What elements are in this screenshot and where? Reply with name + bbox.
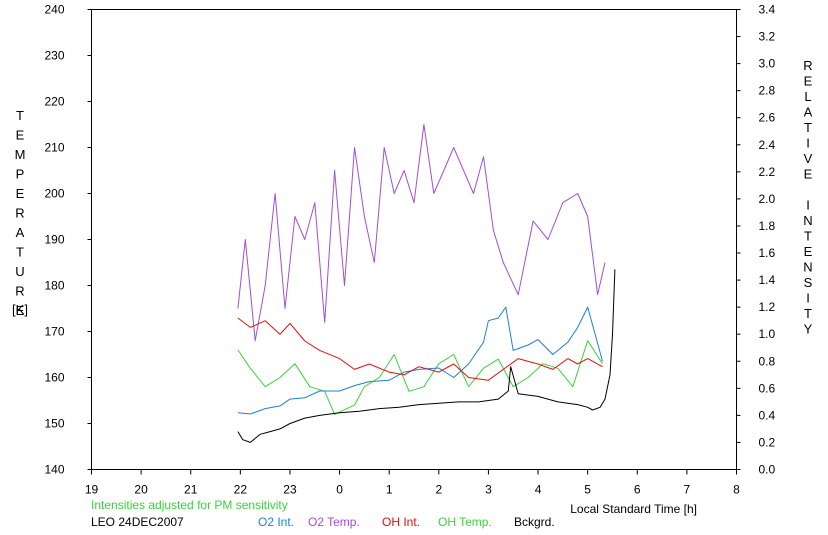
right-axis-label-letter: R: [803, 58, 812, 73]
right-tick-label: 3.2: [759, 30, 776, 44]
series-line: [237, 306, 603, 415]
right-tick-label: 1.0: [759, 327, 776, 341]
right-tick-label: 1.2: [759, 300, 776, 314]
right-tick-label: 3.0: [759, 57, 776, 71]
left-axis-label-letter: T: [16, 245, 24, 260]
legend-entry: O2 Int.: [258, 515, 294, 529]
right-axis-label-letter: T: [804, 306, 812, 321]
x-tick-label: 20: [134, 483, 148, 497]
right-axis-label-letter: N: [803, 260, 812, 275]
left-tick-label: 210: [44, 141, 64, 155]
right-axis-label-letter: N: [803, 213, 812, 228]
left-tick-label: 170: [44, 325, 64, 339]
right-tick-label: 0.6: [759, 381, 776, 395]
x-tick-label: 22: [234, 483, 248, 497]
right-tick-label: 1.8: [759, 219, 776, 233]
right-axis-label-letter: A: [804, 105, 813, 120]
right-axis-label-letter: Y: [804, 322, 813, 337]
series-line: [237, 340, 603, 415]
x-tick-label: 1: [386, 483, 393, 497]
right-tick-label: 2.6: [759, 111, 776, 125]
left-tick-label: 220: [44, 95, 64, 109]
left-axis-ticks: 140 150 160 170 180 190 200 210 220 230 240: [44, 3, 92, 477]
legend-entry: OH Int.: [382, 515, 420, 529]
left-axis-label-letter: T: [16, 108, 24, 123]
right-tick-label: 1.4: [759, 273, 776, 287]
x-tick-label: 21: [184, 483, 198, 497]
left-axis-label-letter: E: [16, 303, 25, 318]
right-axis-label-letter: I: [806, 291, 810, 306]
x-axis-label: Local Standard Time [h]: [570, 502, 697, 516]
left-axis-label-letter: A: [16, 225, 25, 240]
left-axis-label-letter: E: [16, 186, 25, 201]
x-tick-label: 7: [684, 483, 691, 497]
left-axis-label-letter: U: [15, 264, 24, 279]
right-axis-label-letter: S: [804, 275, 813, 290]
right-axis-label-letter: E: [804, 74, 813, 89]
left-axis-label-letter: R: [15, 284, 24, 299]
left-tick-label: 230: [44, 49, 64, 63]
right-tick-label: 2.0: [759, 192, 776, 206]
left-tick-label: 160: [44, 371, 64, 385]
left-tick-label: 240: [44, 3, 64, 17]
legend-entry: OH Temp.: [438, 515, 492, 529]
right-tick-label: 1.6: [759, 246, 776, 260]
right-tick-label: 0.8: [759, 354, 776, 368]
legend: O2 Int. O2 Temp. OH Int. OH Temp. Bckgrd.: [258, 515, 555, 529]
x-tick-label: 19: [85, 483, 99, 497]
left-tick-label: 190: [44, 233, 64, 247]
left-tick-label: 180: [44, 279, 64, 293]
right-axis-label-letter: E: [804, 167, 813, 182]
x-tick-label: 2: [435, 483, 442, 497]
right-axis-label-letter: E: [804, 244, 813, 259]
series-line: [237, 317, 603, 381]
plot-frame: [91, 9, 737, 470]
x-tick-label: 3: [485, 483, 492, 497]
right-axis-label-letter: V: [804, 151, 813, 166]
x-tick-label: 5: [584, 483, 591, 497]
right-tick-label: 2.4: [759, 138, 776, 152]
right-tick-label: 0.2: [759, 435, 776, 449]
legend-entry: Bckgrd.: [514, 515, 555, 529]
series-line: [237, 124, 606, 342]
right-axis-label-letter: I: [806, 136, 810, 151]
x-axis-ticks: 19 20 21 22 23 0 1 2 3 4 5 6 7 8: [85, 469, 740, 497]
station-label: LEO 24DEC2007: [91, 515, 184, 529]
series-layer: [237, 124, 616, 443]
right-tick-label: 0.0: [759, 463, 776, 477]
left-axis-label-letter: M: [15, 147, 26, 162]
x-tick-label: 6: [634, 483, 641, 497]
left-tick-label: 150: [44, 417, 64, 431]
right-axis-label-letter: T: [804, 229, 812, 244]
left-tick-label: 200: [44, 187, 64, 201]
x-tick-label: 23: [283, 483, 297, 497]
right-tick-label: 2.8: [759, 84, 776, 98]
left-axis-label-letter: E: [16, 128, 25, 143]
x-tick-label: 4: [535, 483, 542, 497]
sensitivity-note: Intensities adjusted for PM sensitivity: [91, 498, 288, 512]
right-axis-ticks: 0.0 0.2 0.4 0.6 0.8 1.0 1.2 1.4 1.6 1.8 2.0 2.2 2.4 2…: [736, 3, 776, 477]
left-axis-label-letter: P: [16, 167, 25, 182]
left-axis-label-letter: R: [15, 206, 24, 221]
legend-entry: O2 Temp.: [308, 515, 360, 529]
right-axis-label-letter: L: [804, 89, 811, 104]
x-tick-label: 0: [336, 483, 343, 497]
right-tick-label: 0.4: [759, 408, 776, 422]
right-axis-label-letter: I: [806, 198, 810, 213]
series-line: [237, 269, 616, 443]
right-tick-label: 3.4: [759, 3, 776, 17]
left-axis-unit: [K]: [12, 302, 28, 317]
right-axis-label-letter: T: [804, 120, 812, 135]
x-tick-label: 8: [733, 483, 740, 497]
right-tick-label: 2.2: [759, 165, 776, 179]
left-tick-label: 140: [44, 463, 64, 477]
